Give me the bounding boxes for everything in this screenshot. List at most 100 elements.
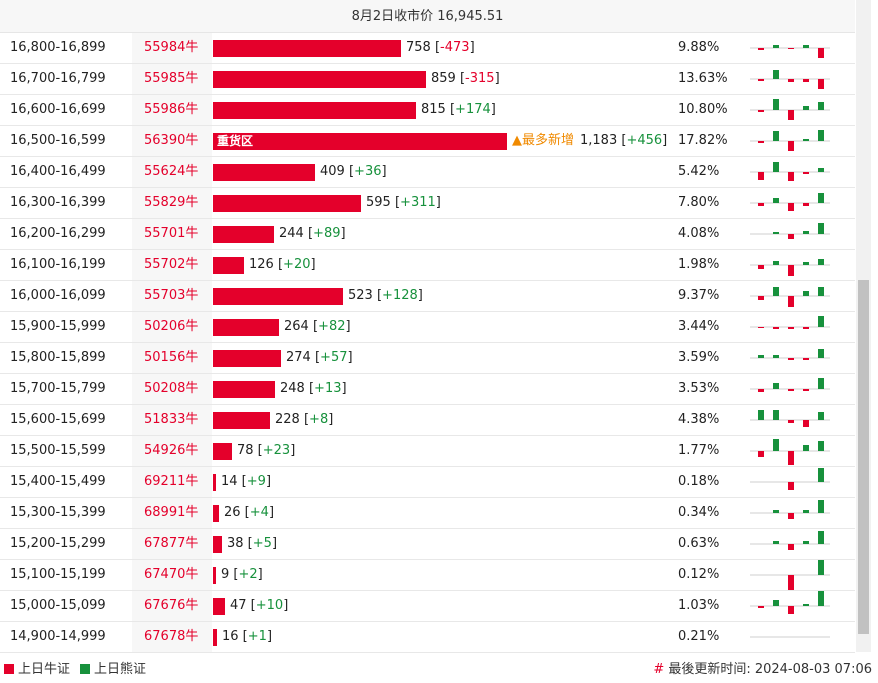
cbbc-code-link[interactable]: 50206牛: [132, 312, 212, 342]
strike-range: 16,300-16,399: [10, 195, 106, 210]
percentage: 3.59%: [678, 350, 720, 365]
table-row: 15,200-15,299 67877牛 38 [+5] 0.63%: [0, 529, 855, 560]
cbbc-code-link[interactable]: 50208牛: [132, 374, 212, 404]
bar-cell: 14 [+9]: [213, 467, 663, 497]
value-label: 26 [+4]: [224, 505, 275, 520]
strike-range: 15,500-15,599: [10, 443, 106, 458]
value-label: 595 [+311]: [366, 195, 441, 210]
bar[interactable]: [213, 629, 217, 646]
value-change: +23: [262, 443, 291, 458]
last-updated-text: 最後更新时间: 2024-08-03 07:06: [668, 662, 872, 677]
strike-range: 15,000-15,099: [10, 598, 106, 613]
bar[interactable]: [213, 474, 216, 491]
bar[interactable]: [213, 412, 270, 429]
minichart-bar: [818, 316, 824, 327]
percentage: 0.34%: [678, 505, 720, 520]
cbbc-code-link[interactable]: 67877牛: [132, 529, 212, 559]
bar[interactable]: [213, 505, 219, 522]
strike-range: 16,000-16,099: [10, 288, 106, 303]
cbbc-code-link[interactable]: 55701牛: [132, 219, 212, 249]
minichart-bar: [788, 296, 794, 307]
daily-change-minichart: [750, 410, 830, 427]
table-row: 14,900-14,999 67678牛 16 [+1] 0.21%: [0, 622, 855, 653]
bar[interactable]: 重货区: [213, 133, 507, 150]
minichart-bar: [803, 45, 809, 48]
strike-range: 16,800-16,899: [10, 40, 106, 55]
cbbc-code-link[interactable]: 55986牛: [132, 95, 212, 125]
minichart-bar: [758, 48, 764, 50]
bar[interactable]: [213, 319, 279, 336]
value-number: 758: [406, 40, 431, 55]
value-change: +5: [252, 536, 272, 551]
bar[interactable]: [213, 102, 416, 119]
minichart-bar: [803, 231, 809, 234]
bar[interactable]: [213, 350, 281, 367]
strike-range: 16,200-16,299: [10, 226, 106, 241]
cbbc-code-link[interactable]: 67678牛: [132, 622, 212, 652]
cbbc-code-link[interactable]: 55702牛: [132, 250, 212, 280]
value-label: 523 [+128]: [348, 288, 423, 303]
cbbc-code-link[interactable]: 55703牛: [132, 281, 212, 311]
value-change: +82: [318, 319, 346, 334]
value-number: 78: [237, 443, 254, 458]
bar[interactable]: [213, 226, 274, 243]
bar[interactable]: [213, 257, 244, 274]
cbbc-code-link[interactable]: 54926牛: [132, 436, 212, 466]
bar[interactable]: [213, 71, 426, 88]
cbbc-code-link[interactable]: 50156牛: [132, 343, 212, 373]
bar[interactable]: [213, 598, 225, 615]
minichart-bar: [803, 106, 809, 110]
bar[interactable]: [213, 536, 222, 553]
bar-cell: 38 [+5]: [213, 529, 663, 559]
minichart-bar: [803, 79, 809, 82]
value-label: 859 [-315]: [431, 71, 500, 86]
minichart-bar: [758, 110, 764, 112]
legend-bear-label: 上日熊证: [94, 662, 147, 677]
scrollbar-thumb[interactable]: [858, 280, 869, 634]
most-added-tag: ▲最多新增: [512, 133, 574, 148]
daily-change-minichart: [750, 287, 830, 307]
value-number: 859: [431, 71, 456, 86]
cbbc-code-link[interactable]: 55985牛: [132, 64, 212, 94]
minichart-bar: [788, 389, 794, 391]
strike-range: 16,700-16,799: [10, 71, 106, 86]
value-change: +128: [382, 288, 418, 303]
minichart-bar: [788, 48, 794, 49]
cbbc-code-link[interactable]: 68991牛: [132, 498, 212, 528]
cbbc-code-link[interactable]: 67470牛: [132, 560, 212, 590]
cbbc-code-link[interactable]: 55624牛: [132, 157, 212, 187]
bar[interactable]: [213, 40, 401, 57]
cbbc-code-link[interactable]: 56390牛: [132, 126, 212, 156]
minichart-bar: [773, 439, 779, 451]
minichart-bar: [803, 389, 809, 391]
value-change: +57: [320, 350, 348, 365]
minichart-bar: [788, 420, 794, 423]
bar[interactable]: [213, 567, 216, 584]
cbbc-code-link[interactable]: 55984牛: [132, 33, 212, 63]
bar-zone-label: 重货区: [217, 134, 254, 148]
cbbc-code-link[interactable]: 51833牛: [132, 405, 212, 435]
strike-range: 16,600-16,699: [10, 102, 106, 117]
bar[interactable]: [213, 443, 232, 460]
minichart-bar: [758, 265, 764, 269]
value-change: +2: [238, 567, 258, 582]
daily-change-minichart: [750, 349, 830, 360]
daily-change-minichart: [750, 468, 830, 490]
percentage: 1.77%: [678, 443, 720, 458]
cbbc-code-link[interactable]: 67676牛: [132, 591, 212, 621]
minichart-bar: [788, 327, 794, 329]
cbbc-code-link[interactable]: 69211牛: [132, 467, 212, 497]
bar[interactable]: [213, 195, 361, 212]
bar-cell: 758 [-473]: [213, 33, 663, 63]
daily-change-minichart: [750, 531, 830, 550]
bar[interactable]: [213, 288, 343, 305]
bar[interactable]: [213, 164, 315, 181]
value-label: 228 [+8]: [275, 412, 334, 427]
minichart-bar: [788, 110, 794, 120]
minichart-bar: [803, 139, 809, 141]
last-updated: # 最後更新时间: 2024-08-03 07:06: [653, 658, 872, 682]
strike-range: 16,500-16,599: [10, 133, 106, 148]
bar[interactable]: [213, 381, 275, 398]
cbbc-code-link[interactable]: 55829牛: [132, 188, 212, 218]
minichart-bar: [818, 168, 824, 172]
